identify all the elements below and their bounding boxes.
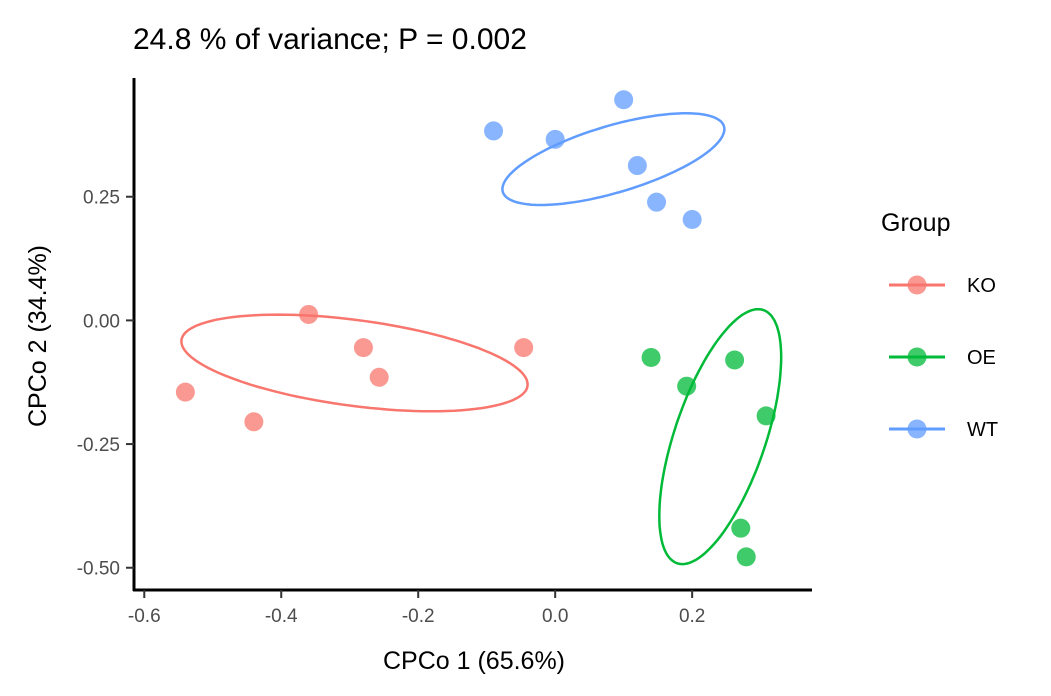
x-tick-label: -0.6 xyxy=(128,606,161,627)
legend-label-wt: WT xyxy=(967,419,998,441)
point-oe-2 xyxy=(677,376,697,396)
point-oe-1 xyxy=(641,347,661,367)
y-tick-label: -0.25 xyxy=(77,435,120,456)
legend: Group KO OE WT xyxy=(881,209,998,441)
point-oe-3 xyxy=(725,350,745,370)
point-oe-4 xyxy=(756,406,776,426)
point-wt-4 xyxy=(627,156,647,176)
x-axis-title: CPCo 1 (65.6%) xyxy=(383,647,565,675)
ellipse-wt xyxy=(501,112,726,207)
legend-items: KO OE WT xyxy=(889,275,998,441)
y-tick-label: -0.50 xyxy=(77,559,120,580)
point-ko-5 xyxy=(369,367,389,387)
y-tick-label: 0.00 xyxy=(83,311,120,332)
legend-key-point-ko xyxy=(907,275,927,295)
point-wt-5 xyxy=(647,192,667,212)
point-ko-6 xyxy=(514,338,534,358)
point-wt-1 xyxy=(484,121,504,141)
legend-key-point-oe xyxy=(907,347,927,367)
point-ko-1 xyxy=(175,382,195,402)
x-tick-label: -0.4 xyxy=(265,606,298,627)
point-wt-6 xyxy=(682,209,702,229)
x-ticks: -0.6 -0.4 -0.2 0.0 0.2 xyxy=(128,590,705,627)
points-layer xyxy=(175,90,776,567)
legend-key-point-wt xyxy=(907,419,927,439)
point-ko-2 xyxy=(244,412,264,432)
y-axis-title: CPCo 2 (34.4%) xyxy=(24,245,52,427)
ellipses-layer xyxy=(180,112,783,566)
ellipse-oe xyxy=(658,307,783,566)
point-ko-3 xyxy=(299,304,319,324)
legend-title: Group xyxy=(881,209,950,237)
axes xyxy=(132,78,812,592)
point-oe-5 xyxy=(731,518,751,538)
chart-title: 24.8 % of variance; P = 0.002 xyxy=(133,23,527,56)
y-tick-label: 0.25 xyxy=(83,188,120,209)
ellipse-ko xyxy=(180,313,529,413)
x-tick-label: 0.0 xyxy=(542,606,568,627)
legend-label-oe: OE xyxy=(967,347,996,369)
point-ko-4 xyxy=(353,338,373,358)
point-wt-3 xyxy=(614,90,634,110)
y-ticks: 0.25 0.00 -0.25 -0.50 xyxy=(77,188,134,580)
legend-label-ko: KO xyxy=(967,275,996,297)
x-tick-label: 0.2 xyxy=(679,606,705,627)
x-tick-label: -0.2 xyxy=(402,606,435,627)
point-oe-6 xyxy=(736,547,756,567)
point-wt-2 xyxy=(545,129,565,149)
